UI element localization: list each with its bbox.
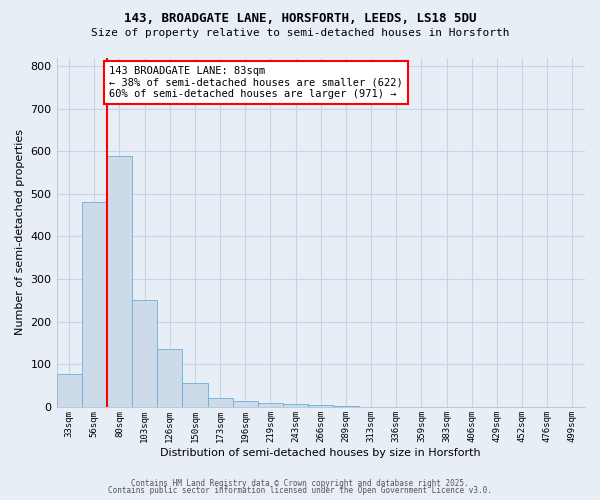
- Bar: [182, 384, 208, 407]
- Bar: [132, 300, 157, 407]
- Bar: [107, 156, 132, 407]
- Text: Contains public sector information licensed under the Open Government Licence v3: Contains public sector information licen…: [108, 486, 492, 495]
- Y-axis label: Number of semi-detached properties: Number of semi-detached properties: [15, 129, 25, 335]
- Bar: [208, 398, 233, 407]
- Bar: [258, 402, 283, 407]
- Bar: [233, 400, 258, 407]
- Bar: [56, 374, 82, 407]
- X-axis label: Distribution of semi-detached houses by size in Horsforth: Distribution of semi-detached houses by …: [160, 448, 481, 458]
- Bar: [157, 350, 182, 407]
- Bar: [308, 405, 334, 407]
- Text: 143, BROADGATE LANE, HORSFORTH, LEEDS, LS18 5DU: 143, BROADGATE LANE, HORSFORTH, LEEDS, L…: [124, 12, 476, 26]
- Bar: [82, 202, 107, 407]
- Bar: [334, 406, 359, 407]
- Bar: [283, 404, 308, 407]
- Text: Contains HM Land Registry data © Crown copyright and database right 2025.: Contains HM Land Registry data © Crown c…: [131, 478, 469, 488]
- Text: Size of property relative to semi-detached houses in Horsforth: Size of property relative to semi-detach…: [91, 28, 509, 38]
- Text: 143 BROADGATE LANE: 83sqm
← 38% of semi-detached houses are smaller (622)
60% of: 143 BROADGATE LANE: 83sqm ← 38% of semi-…: [109, 66, 403, 99]
